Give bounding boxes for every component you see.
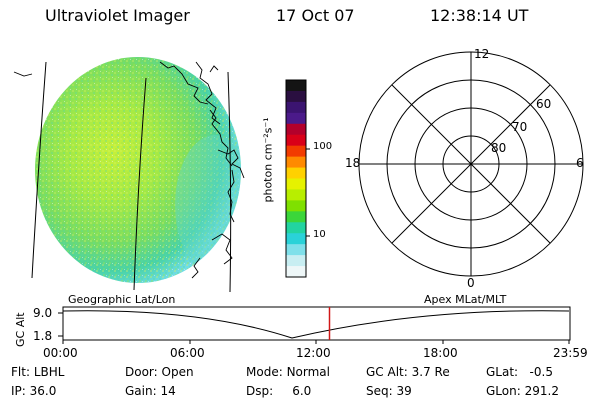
strip-x-tick: 18:00 [423,346,458,360]
gc-alt-field: GC Alt: 3.7 Re [366,365,450,379]
colorbar-segment [286,101,306,114]
polar-label-18: 18 [345,156,361,170]
colorbar-segment [286,123,306,136]
colorbar-segment [286,178,306,191]
colorbar-segment [286,112,306,125]
dsp-field: Dsp: 6.0 [246,384,312,398]
colorbar-segment [286,222,306,234]
colorbar-segment [286,145,306,158]
door-field: Door: Open [125,365,194,379]
colorbar-unit-label: photon cm⁻²s⁻¹ [261,117,275,203]
strip-right-title: Apex MLat/MLT [424,293,507,306]
app-title: Ultraviolet Imager [45,6,190,25]
polar-label-80: 80 [491,141,507,155]
colorbar [285,79,307,278]
polar-label-6: 6 [576,156,584,170]
strip-x-tick: 00:00 [43,346,78,360]
door-value: Open [161,365,194,379]
date-label: 17 Oct 07 [276,6,355,25]
strip-y-tick-top: 9.0 [33,306,53,320]
colorbar-segment [286,189,306,201]
gain-value: 14 [160,384,176,398]
gc-alt-value: 3.7 Re [411,365,450,379]
colorbar-frame [285,79,307,278]
polar-label-12: 12 [474,47,490,61]
colorbar-tick-10: 10 [313,229,326,240]
strip-y-label: GC Alt [14,312,27,347]
gain-field: Gain: 14 [125,384,176,398]
glat-field: GLat: -0.5 [486,365,553,379]
polar-label-60: 60 [536,97,552,111]
ip-value: 36.0 [29,384,57,398]
glon-value: 291.2 [524,384,559,398]
colorbar-segment [286,90,306,103]
polar-grid [358,51,584,277]
polar-label-0: 0 [467,276,475,290]
longitude-grid [31,61,232,293]
colorbar-segment [286,255,306,267]
strip-x-tick: 06:00 [170,346,205,360]
polar-label-70: 70 [512,120,528,134]
filter-value: LBHL [33,365,65,379]
mode-value: Normal [286,365,330,379]
strip-x-tick: 23:59 [553,346,588,360]
colorbar-segment [286,134,306,147]
colorbar-segment [286,233,306,245]
strip-x-tick: 12:00 [296,346,331,360]
dsp-value: 6.0 [292,384,312,398]
colorbar-segment [286,266,306,278]
filter-field: Flt: LBHL [11,365,65,379]
altitude-curve [62,310,570,339]
colorbar-tick-100: 100 [313,141,333,152]
altitude-strip-plot [58,306,571,344]
colorbar-segment [286,156,306,169]
seq-field: Seq: 39 [366,384,412,398]
colorbar-segment [286,167,306,180]
time-label: 12:38:14 UT [430,6,529,25]
colorbar-segment [286,80,306,92]
coastline-outlines [13,61,245,279]
colorbar-segment [286,244,306,256]
glon-field: GLon: 291.2 [486,384,559,398]
strip-y-tick-bottom: 1.8 [33,329,53,343]
colorbar-segment [286,211,306,223]
mode-field: Mode: Normal [246,365,330,379]
seq-value: 39 [396,384,412,398]
ip-field: IP: 36.0 [11,384,57,398]
strip-left-title: Geographic Lat/Lon [68,293,176,306]
glat-value: -0.5 [529,365,553,379]
colorbar-segment [286,200,306,212]
